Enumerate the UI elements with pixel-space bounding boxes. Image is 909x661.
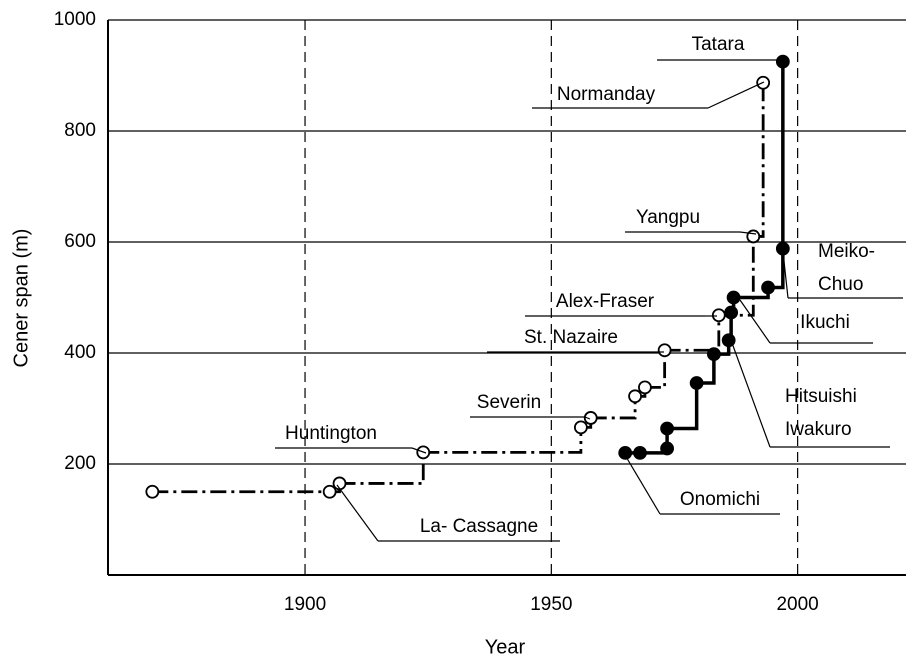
y-tick-label: 800	[64, 120, 96, 141]
point	[573, 420, 588, 435]
annotation: Meiko-	[818, 241, 875, 262]
point	[145, 484, 160, 499]
point	[746, 229, 761, 244]
annotation-leader	[336, 484, 379, 542]
y-tick-label: 400	[64, 342, 96, 363]
y-axis-label: Cener span (m)	[10, 229, 32, 368]
annotation-leader	[739, 231, 757, 235]
point	[660, 421, 674, 436]
point	[689, 376, 704, 390]
step-line	[664, 315, 721, 352]
point	[726, 290, 741, 305]
x-axis-label: Year	[485, 636, 526, 658]
x-tick-label: 1900	[284, 594, 326, 615]
annotation-leader	[782, 251, 789, 299]
annotation: Tatara	[692, 34, 745, 55]
point	[761, 280, 775, 295]
annotation-leader	[584, 416, 591, 420]
point	[583, 411, 598, 425]
x-tick-label: 2000	[776, 594, 818, 615]
annotation-leader	[731, 342, 771, 448]
point	[638, 380, 652, 395]
step-line	[667, 382, 699, 431]
point	[775, 54, 790, 69]
point	[618, 445, 633, 460]
annotation: Normanday	[557, 84, 656, 105]
step-line	[339, 452, 425, 485]
point	[724, 305, 739, 320]
annotation: Iwakuro	[785, 419, 852, 440]
annotation: Ikuchi	[800, 312, 850, 333]
step-line	[753, 82, 765, 238]
annotation-leader	[707, 81, 765, 109]
annotation: Huntington	[285, 423, 377, 444]
point	[628, 389, 642, 404]
y-tick-label: 1000	[54, 9, 96, 30]
annotation: Hitsuishi	[785, 386, 857, 407]
annotation: La- Cassagne	[420, 516, 538, 537]
annotation-leader	[739, 299, 771, 344]
annotation-leader	[411, 447, 427, 454]
annotation: Yangpu	[636, 207, 700, 228]
point	[657, 343, 672, 358]
annotation: Severin	[477, 392, 541, 413]
point	[660, 441, 674, 456]
step-line	[423, 427, 583, 454]
point	[322, 484, 337, 499]
annotation: Onomichi	[680, 489, 760, 510]
point	[711, 308, 726, 323]
point	[706, 347, 721, 362]
y-tick-label: 600	[64, 231, 96, 252]
annotation-leader	[624, 454, 661, 515]
annotation: St. Nazaire	[524, 327, 618, 348]
x-tick-label: 1950	[530, 594, 572, 615]
annotation: Chuo	[818, 274, 863, 295]
annotation: Alex-Fraser	[556, 291, 655, 312]
point	[633, 445, 647, 460]
step-line	[590, 396, 637, 420]
y-tick-label: 200	[64, 453, 96, 474]
